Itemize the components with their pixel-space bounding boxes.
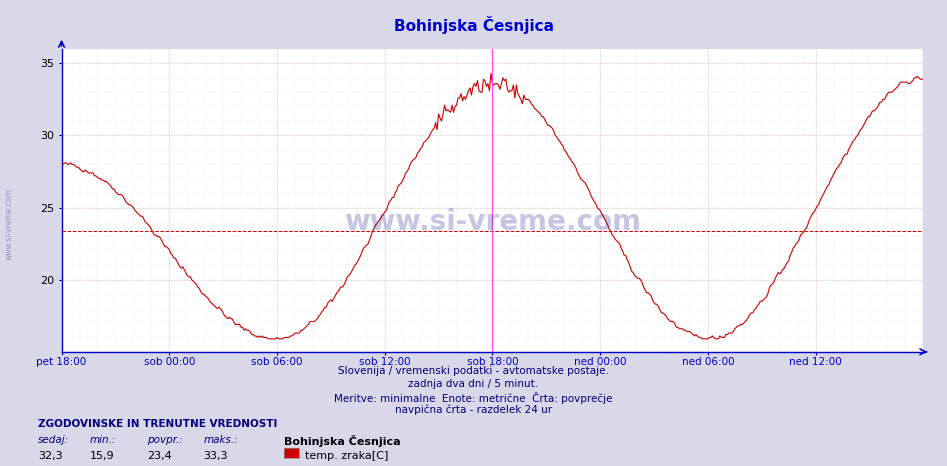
Text: ZGODOVINSKE IN TRENUTNE VREDNOSTI: ZGODOVINSKE IN TRENUTNE VREDNOSTI <box>38 419 277 429</box>
Text: temp. zraka[C]: temp. zraka[C] <box>305 451 388 460</box>
Text: maks.:: maks.: <box>204 435 239 445</box>
Text: 33,3: 33,3 <box>204 451 228 460</box>
Text: Bohinjska Česnjica: Bohinjska Česnjica <box>394 16 553 34</box>
Text: Bohinjska Česnjica: Bohinjska Česnjica <box>284 435 401 447</box>
Text: www.si-vreme.com: www.si-vreme.com <box>344 207 641 236</box>
Text: www.si-vreme.com: www.si-vreme.com <box>5 188 14 260</box>
Text: 15,9: 15,9 <box>90 451 115 460</box>
Text: navpična črta - razdelek 24 ur: navpična črta - razdelek 24 ur <box>395 405 552 416</box>
Text: 32,3: 32,3 <box>38 451 63 460</box>
Text: Slovenija / vremenski podatki - avtomatske postaje.: Slovenija / vremenski podatki - avtomats… <box>338 366 609 376</box>
Text: min.:: min.: <box>90 435 116 445</box>
Text: sedaj:: sedaj: <box>38 435 69 445</box>
Text: 23,4: 23,4 <box>147 451 171 460</box>
Text: zadnja dva dni / 5 minut.: zadnja dva dni / 5 minut. <box>408 379 539 389</box>
Text: povpr.:: povpr.: <box>147 435 183 445</box>
Text: Meritve: minimalne  Enote: metrične  Črta: povprečje: Meritve: minimalne Enote: metrične Črta:… <box>334 392 613 404</box>
